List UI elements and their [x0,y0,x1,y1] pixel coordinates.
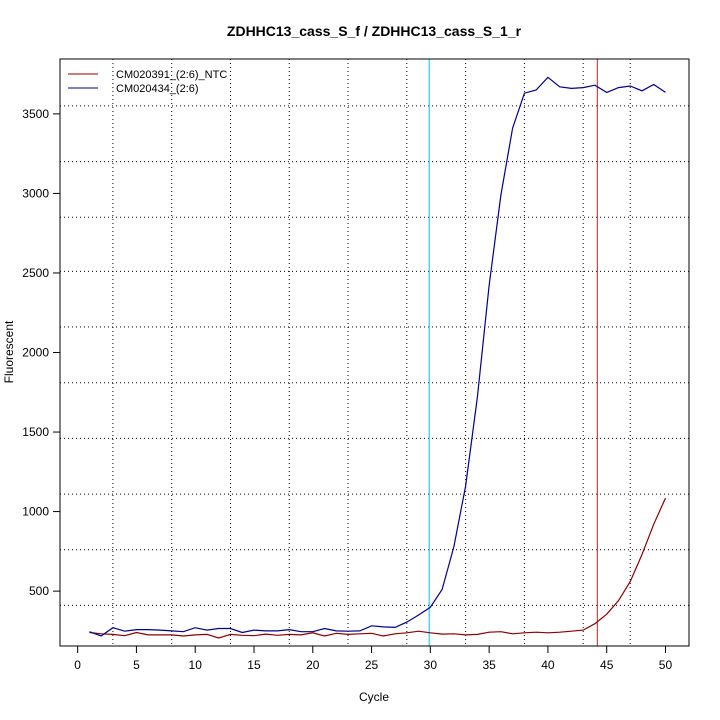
x-tick-label: 15 [247,658,261,672]
y-axis-label: Fluorescent [2,320,16,383]
legend-entry-label: CM020391_(2:6)_NTC [116,69,227,81]
x-tick-label: 45 [600,658,614,672]
x-tick-label: 0 [74,658,81,672]
x-tick-label: 20 [306,658,320,672]
data-lines [89,76,667,639]
chart-title: ZDHHC13_cass_S_f / ZDHHC13_cass_S_1_r [227,23,522,39]
series-line-2 [89,76,666,637]
y-tick-label: 2500 [22,266,49,280]
plot-frame [59,58,690,647]
legend: CM020391_(2:6)_NTC CM020434_(2:6) [68,69,227,95]
series-line-1 [89,497,667,639]
x-tick-label: 5 [133,658,140,672]
y-tick-label: 1500 [22,425,49,439]
y-tick-label: 1000 [22,505,49,519]
x-tick-label: 30 [424,658,438,672]
x-tick-label: 35 [482,658,496,672]
legend-entry-label: CM020434_(2:6) [116,83,199,95]
threshold-lines [428,59,598,646]
x-axis-label: Cycle [359,690,389,704]
x-tick-label: 10 [189,658,203,672]
x-tick-label: 40 [541,658,555,672]
y-tick-label: 500 [29,584,49,598]
x-tick-label: 25 [365,658,379,672]
y-tick-label: 2000 [22,346,49,360]
y-tick-label: 3500 [22,107,49,121]
dotted-gridlines [60,59,689,646]
x-tick-label: 50 [659,658,673,672]
y-tick-label: 3000 [22,186,49,200]
